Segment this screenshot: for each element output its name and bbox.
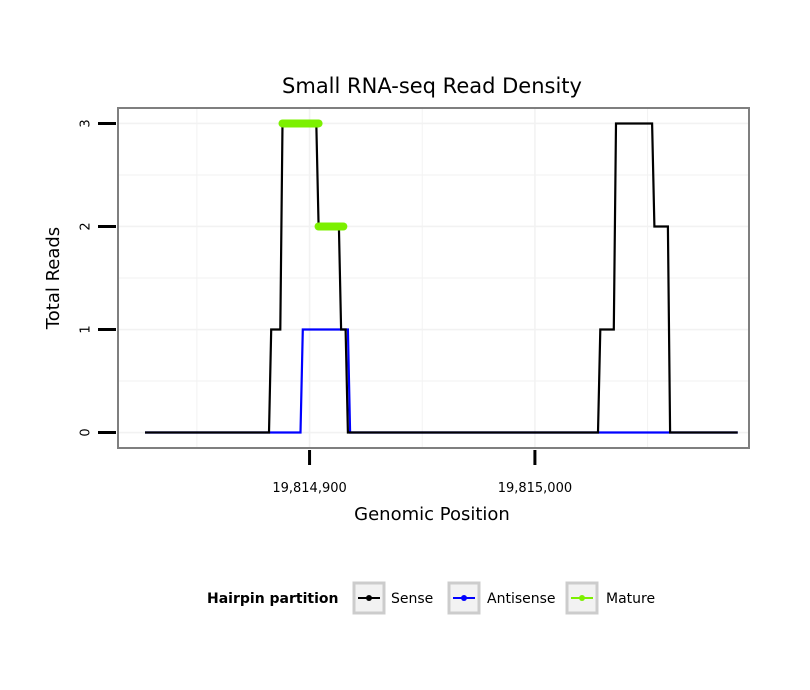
legend-item-antisense: Antisense [447,581,556,615]
legend-point-antisense [461,595,467,601]
y-axis-title: Total Reads [43,227,64,330]
plot-border [117,107,750,449]
series-layer [145,119,738,434]
sense-series-line [145,122,738,434]
x-tick-label-19815000: 19,815,000 [498,481,572,496]
y-tick-label-2: 2 [79,222,94,230]
legend-item-sense: Sense [352,581,433,615]
axes: 0 1 2 3 19,814,900 19,815,000 [79,119,573,496]
legend-point-mature [579,595,585,601]
legend-item-mature: Mature [565,581,655,615]
y-tick-label-3: 3 [79,119,94,127]
legend: Hairpin partition Sense Antisense Mature [207,581,655,615]
chart-title: Small RNA-seq Read Density [282,74,582,98]
y-tick-label-0: 0 [79,428,94,436]
x-tick-label-19814900: 19,814,900 [272,481,346,496]
legend-point-sense [366,595,372,601]
x-axis-title: Genomic Position [354,504,510,525]
legend-title: Hairpin partition [207,591,338,607]
legend-label-mature: Mature [606,591,655,607]
y-tick-label-1: 1 [79,325,94,333]
legend-label-antisense: Antisense [487,591,556,607]
legend-label-sense: Sense [391,591,433,607]
